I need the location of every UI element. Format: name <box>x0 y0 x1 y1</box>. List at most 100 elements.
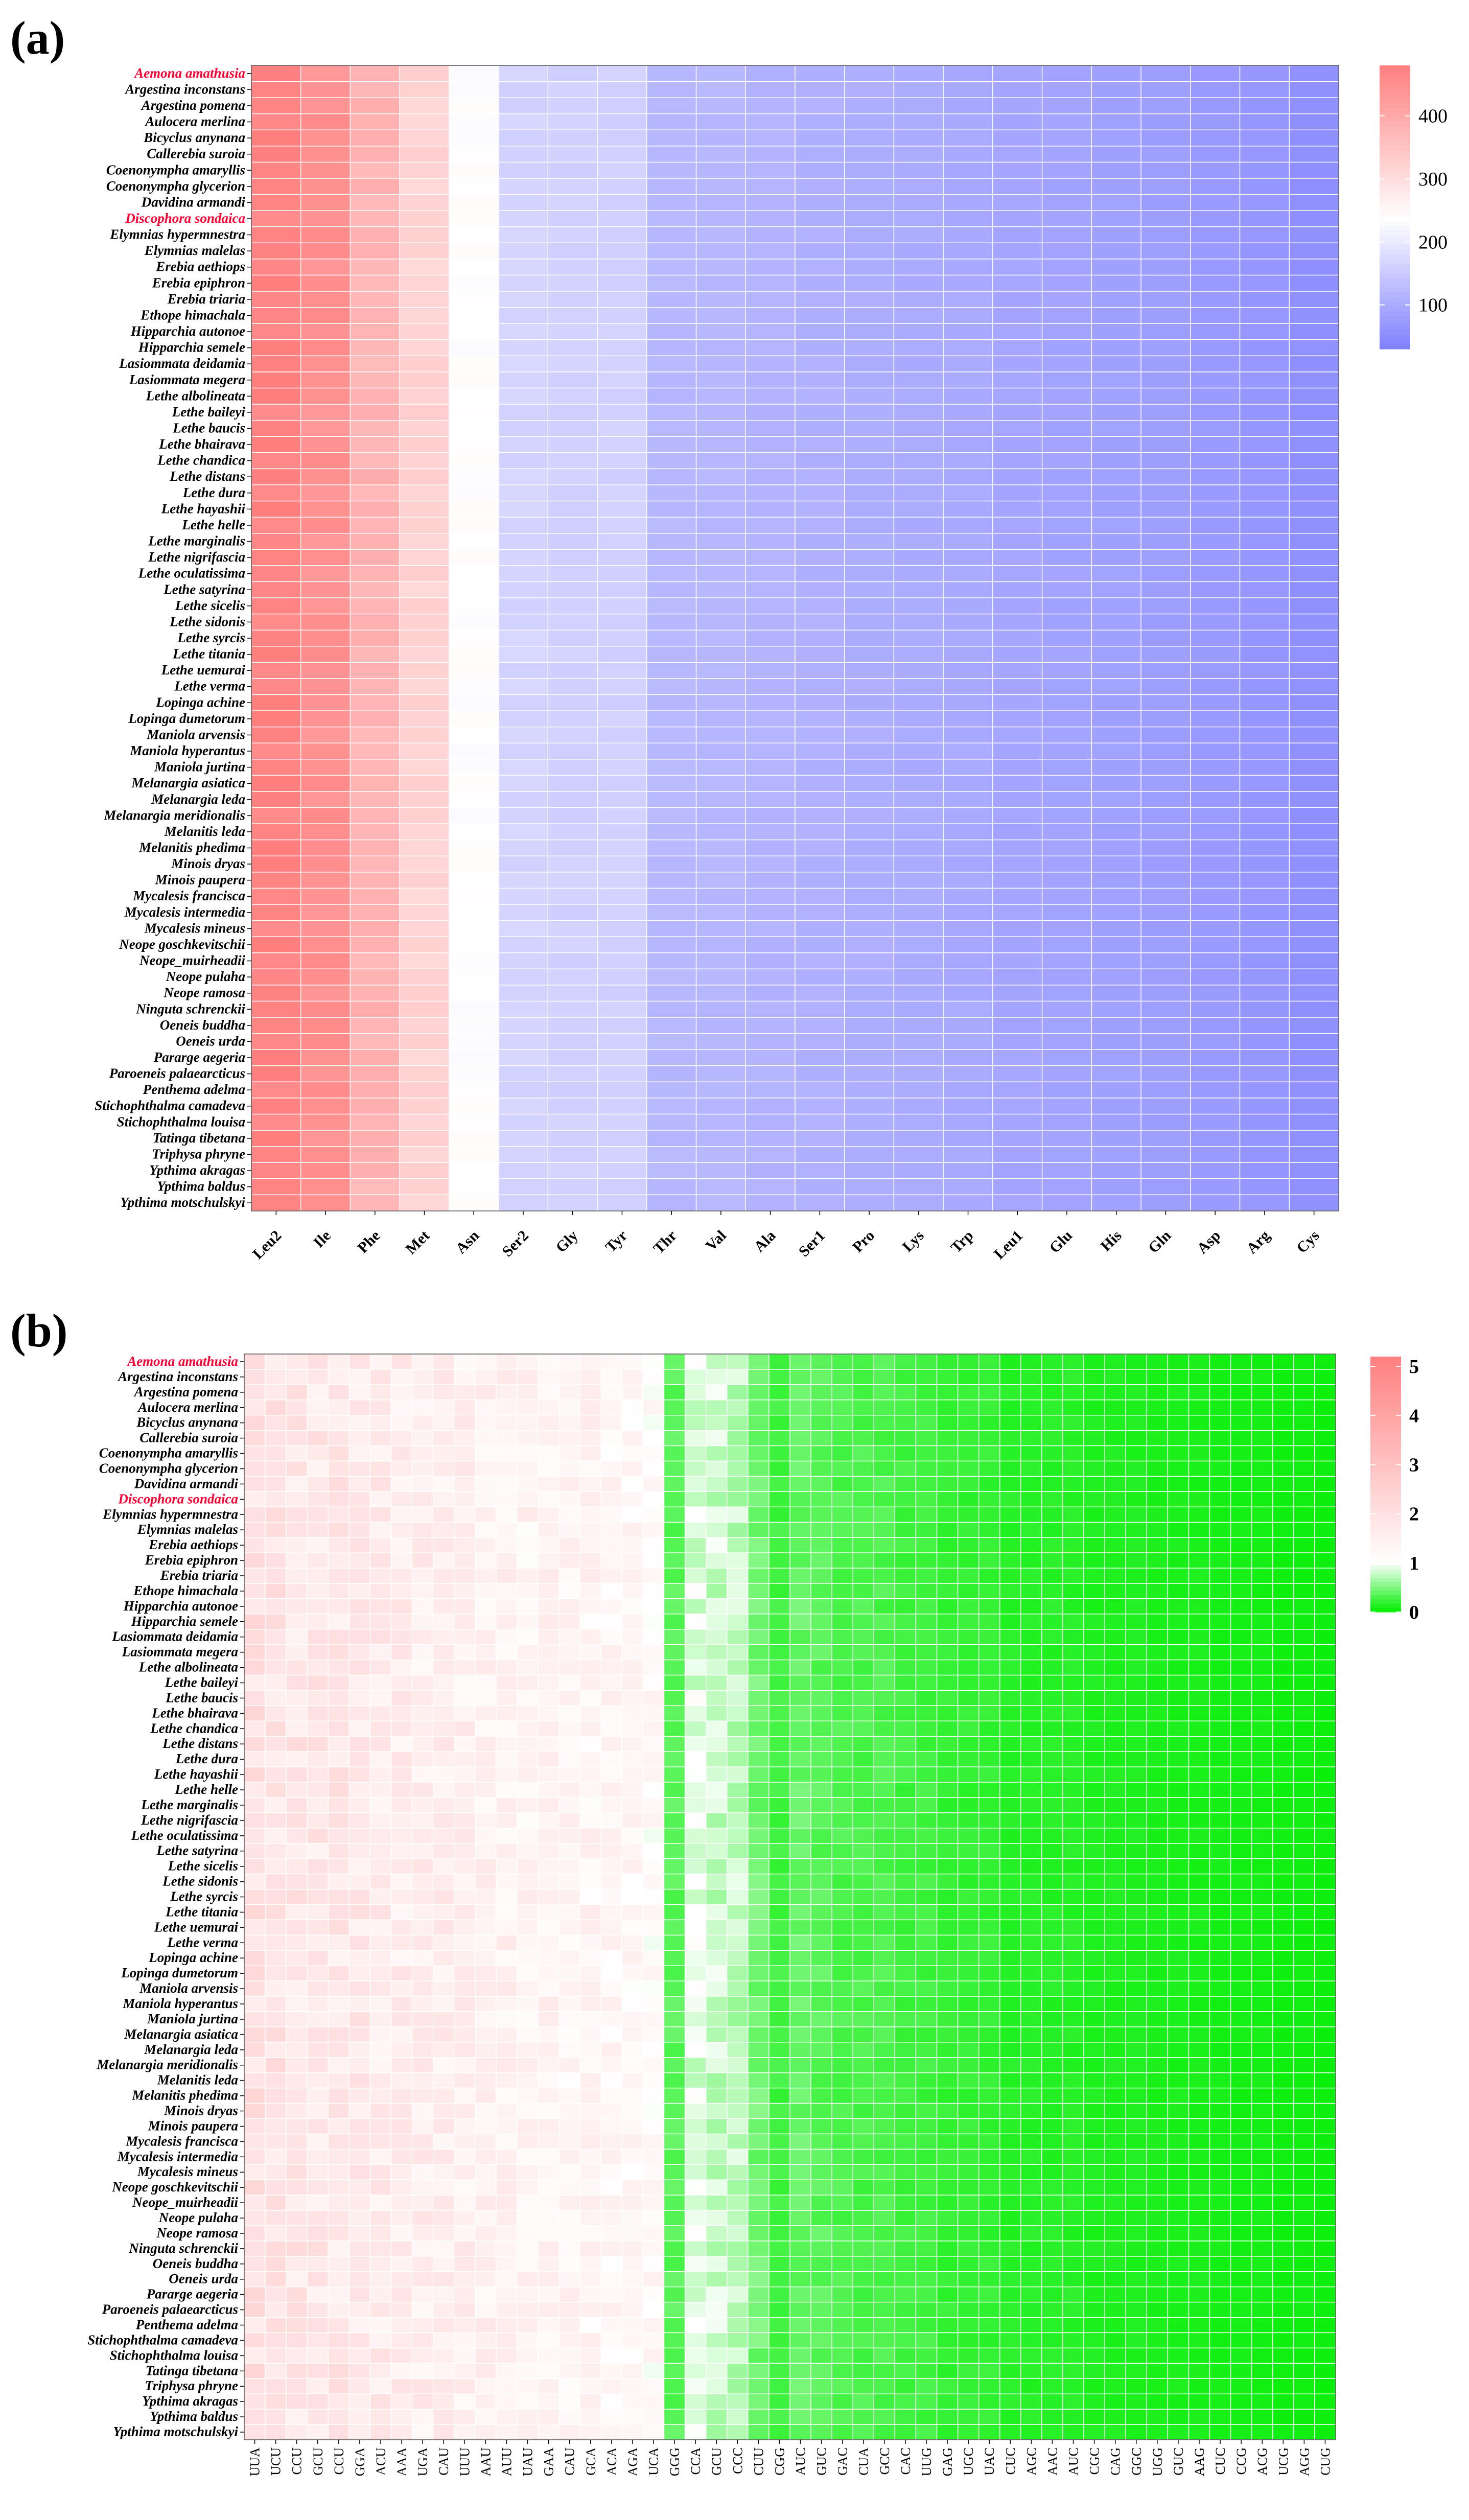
heatmap-cell <box>789 1690 811 1707</box>
heatmap-cell <box>844 355 895 372</box>
heatmap-cell <box>1167 1674 1190 1691</box>
heatmap-cell <box>286 1430 308 1446</box>
heatmap-cell <box>831 1552 853 1569</box>
heatmap-cell <box>789 2164 811 2180</box>
heatmap-cell <box>1062 1491 1084 1508</box>
heatmap-cell <box>399 178 450 195</box>
heatmap-cell <box>1209 1858 1231 1875</box>
heatmap-cell <box>399 549 450 566</box>
heatmap-cell <box>449 710 499 728</box>
colorbar-segment <box>1380 301 1410 307</box>
heatmap-cell <box>999 1552 1021 1569</box>
heatmap-cell <box>663 1674 686 1691</box>
heatmap-cell <box>844 307 895 324</box>
heatmap-cell <box>894 1445 917 1462</box>
heatmap-cell <box>768 2271 790 2288</box>
heatmap-cell <box>1041 1476 1063 1492</box>
heatmap-cell <box>957 1537 980 1553</box>
heatmap-cell <box>695 226 746 244</box>
heatmap-cell <box>1230 1888 1252 1905</box>
heatmap-cell <box>547 775 598 792</box>
heatmap-cell <box>1062 1552 1084 1569</box>
heatmap-cell <box>663 1858 686 1875</box>
heatmap-cell <box>852 1797 875 1813</box>
heatmap-cell <box>399 920 450 937</box>
heatmap-cell <box>597 1178 647 1196</box>
heatmap-cell <box>663 1506 686 1523</box>
heatmap-cell <box>547 1162 598 1179</box>
heatmap-cell <box>727 2271 749 2288</box>
heatmap-cell <box>411 1445 434 1462</box>
heatmap-cell <box>251 872 301 889</box>
heatmap-cell <box>695 371 746 389</box>
heatmap-cell <box>449 274 499 292</box>
heatmap-cell <box>621 2195 644 2211</box>
heatmap-cell <box>1041 1812 1063 1829</box>
heatmap-cell <box>1091 178 1141 195</box>
heatmap-cell <box>873 1766 896 1783</box>
heatmap-cell <box>642 2133 665 2150</box>
colorbar-segment <box>1380 122 1410 127</box>
heatmap-cell <box>1289 436 1339 453</box>
heatmap-cell <box>517 1399 539 1416</box>
heatmap-cell <box>915 2133 938 2150</box>
heatmap-cell <box>558 1399 580 1416</box>
heatmap-cell <box>300 178 351 195</box>
heatmap-cell <box>1239 1113 1290 1131</box>
heatmap-cell <box>621 1629 644 1645</box>
heatmap-cell <box>449 146 499 163</box>
heatmap-cell <box>1167 1506 1190 1523</box>
heatmap-cell <box>978 2011 1000 2027</box>
heatmap-cell <box>748 1583 770 1599</box>
heatmap-cell <box>1251 1766 1273 1783</box>
heatmap-cell <box>768 1996 790 2012</box>
heatmap-cell <box>695 613 746 631</box>
heatmap-cell <box>1104 1369 1126 1385</box>
heatmap-cell <box>943 920 993 937</box>
heatmap-cell <box>1041 759 1092 776</box>
heatmap-cell <box>517 1904 539 1921</box>
heatmap-cell <box>1062 1797 1084 1813</box>
heatmap-cell <box>943 985 993 1002</box>
heatmap-cell <box>538 1919 559 1936</box>
heatmap-cell <box>915 1797 938 1813</box>
heatmap-cell <box>646 1017 697 1034</box>
heatmap-cell <box>597 1049 647 1066</box>
heatmap-cell <box>852 2026 875 2043</box>
heatmap-cell <box>1041 2149 1063 2165</box>
heatmap-cell <box>411 1476 434 1492</box>
heatmap-cell <box>893 1065 944 1083</box>
heatmap-cell <box>454 1843 476 1859</box>
heatmap-cell <box>399 436 450 453</box>
heatmap-cell <box>538 1399 559 1416</box>
heatmap-cell <box>1293 1782 1315 1798</box>
heatmap-cell <box>369 2164 392 2180</box>
heatmap-cell <box>328 2271 350 2288</box>
heatmap-cell <box>1190 484 1241 502</box>
heatmap-cell <box>1272 1720 1294 1737</box>
heatmap-cell <box>547 484 598 502</box>
heatmap-cell <box>547 1178 598 1196</box>
heatmap-cell <box>695 710 746 728</box>
heatmap-cell <box>852 2133 875 2150</box>
heatmap-cell <box>399 726 450 743</box>
heatmap-cell <box>893 839 944 856</box>
heatmap-cell <box>1167 1904 1190 1921</box>
heatmap-cell <box>936 1491 959 1508</box>
heatmap-cell <box>646 339 697 357</box>
heatmap-cell <box>496 1751 518 1767</box>
heatmap-cell <box>943 775 993 792</box>
heatmap-cell <box>244 1659 266 1676</box>
heatmap-cell <box>873 2057 896 2073</box>
heatmap-cell <box>1041 2164 1063 2180</box>
heatmap-cell <box>705 1858 728 1875</box>
y-tick-label: Coenonympha amaryllis <box>106 162 245 177</box>
heatmap-cell <box>695 436 746 453</box>
heatmap-cell <box>1230 2149 1252 2165</box>
heatmap-cell <box>399 129 450 147</box>
heatmap-cell <box>600 1614 623 1630</box>
heatmap-cell <box>748 1369 770 1385</box>
heatmap-cell <box>498 242 549 260</box>
heatmap-cell <box>873 1384 896 1401</box>
heatmap-cell <box>369 1476 392 1492</box>
